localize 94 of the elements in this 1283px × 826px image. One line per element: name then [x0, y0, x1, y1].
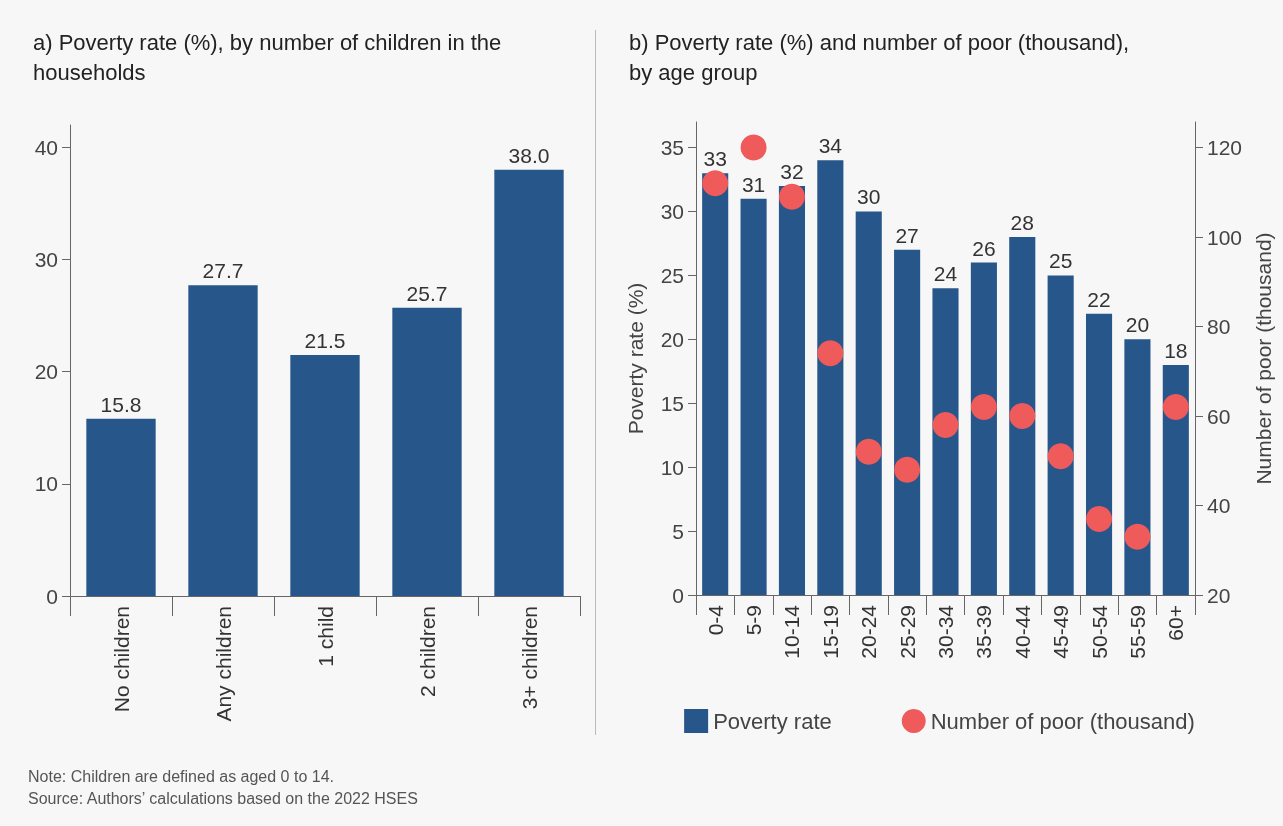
bar — [970, 262, 997, 595]
x-tick-label: 50-54 — [1087, 604, 1111, 659]
data-label: 22 — [1087, 287, 1111, 311]
y-tick-label: 30 — [660, 199, 684, 223]
data-label: 18 — [1164, 338, 1188, 362]
y2-tick-label: 120 — [1207, 136, 1243, 160]
y-tick-label: 15 — [660, 391, 684, 415]
bar — [932, 288, 959, 595]
point — [1009, 403, 1036, 429]
point — [778, 183, 805, 210]
data-label: 27.7 — [202, 259, 244, 283]
chart-title: a) Poverty rate (%), by number of children in the households — [33, 29, 508, 85]
y-tick-label: 20 — [660, 327, 684, 351]
data-label: 21.5 — [304, 328, 346, 352]
x-tick-label: 40-44 — [1010, 604, 1034, 659]
y2-tick-label: 100 — [1207, 225, 1243, 249]
data-label: 24 — [933, 262, 958, 286]
bar — [494, 169, 564, 596]
bar — [290, 354, 360, 596]
x-tick-label: 20-24 — [857, 604, 881, 659]
point — [894, 456, 921, 483]
x-tick-label: 10-14 — [780, 604, 804, 659]
bar — [1162, 364, 1189, 595]
bar — [778, 185, 806, 595]
data-label: 26 — [972, 236, 996, 260]
y2-tick-label: 40 — [1207, 494, 1231, 517]
data-label: 34 — [818, 134, 843, 158]
data-label: 15.8 — [100, 392, 142, 416]
point — [1047, 443, 1074, 470]
y-tick-label: 5 — [672, 519, 684, 543]
bar — [740, 198, 767, 595]
y2-tick-label: 60 — [1207, 404, 1231, 428]
text: Note: Children are defined as aged 0 to 14. — [28, 767, 334, 785]
data-label: 38.0 — [508, 143, 550, 167]
bar — [894, 249, 921, 595]
x-tick-label: 2 children — [415, 606, 439, 698]
x-tick-label: 1 child — [313, 606, 337, 667]
x-tick-label: No children — [109, 606, 133, 713]
point — [1086, 505, 1113, 532]
data-label: 30 — [857, 185, 881, 209]
x-tick-label: 55-59 — [1125, 605, 1149, 659]
point — [740, 134, 767, 161]
point — [817, 340, 844, 367]
bar — [392, 307, 462, 596]
y-tick-label: 0 — [46, 584, 58, 608]
x-tick-label: 15-19 — [818, 605, 842, 659]
bar — [188, 285, 258, 596]
x-tick-label: 30-34 — [934, 604, 957, 659]
legend-label: Number of poor (thousand) — [930, 708, 1195, 734]
y-tick-label: 25 — [660, 263, 684, 287]
y-tick-label: 20 — [34, 360, 58, 384]
y-tick-label: 40 — [34, 135, 58, 159]
x-tick-label: 45-49 — [1049, 605, 1073, 659]
bar — [702, 173, 729, 595]
x-tick-label: 35-39 — [972, 605, 996, 659]
y2-tick-label: 80 — [1207, 315, 1231, 338]
bar — [1124, 339, 1151, 595]
bar — [1009, 237, 1036, 595]
point — [855, 438, 882, 465]
bar — [1047, 275, 1074, 595]
y2-tick-label: 20 — [1207, 583, 1231, 607]
point — [1162, 394, 1189, 421]
y-axis-title: Poverty rate (%) — [624, 282, 647, 435]
y2-axis-title: Number of poor (thousand) — [1251, 232, 1275, 485]
x-tick-label: 3+ children — [517, 606, 541, 710]
x-tick-label: 0-4 — [703, 604, 727, 636]
chart-title: b) Poverty rate (%) and number of poor (thousand), by age group — [629, 29, 1136, 85]
data-label: 32 — [780, 159, 804, 183]
y-tick-label: 10 — [660, 455, 684, 479]
source-note: Source: Authors’ calculations based on the 2022 HSES — [28, 789, 418, 807]
y-tick-label: 35 — [660, 136, 684, 160]
bar — [86, 418, 156, 596]
data-label: 33 — [703, 147, 727, 171]
point — [932, 411, 959, 438]
data-label: 25 — [1048, 249, 1073, 273]
data-label: 20 — [1125, 313, 1150, 337]
legend-label: Poverty rate — [713, 708, 832, 734]
point — [970, 394, 997, 421]
bar — [1085, 313, 1113, 595]
x-tick-label: 5-9 — [742, 605, 766, 636]
point — [1124, 523, 1151, 550]
point — [702, 170, 729, 197]
bar — [855, 211, 882, 595]
y-tick-label: 10 — [34, 472, 58, 496]
data-label: 27 — [895, 223, 919, 247]
data-label: 31 — [741, 172, 766, 196]
x-tick-label: Any children — [211, 606, 235, 722]
data-label: 28 — [1010, 211, 1034, 235]
y-tick-label: 30 — [34, 248, 58, 272]
bar — [817, 160, 844, 595]
data-label: 25.7 — [406, 281, 448, 305]
y-tick-label: 0 — [672, 583, 684, 607]
x-tick-label: 60+ — [1164, 605, 1188, 641]
x-tick-label: 25-29 — [895, 605, 919, 659]
